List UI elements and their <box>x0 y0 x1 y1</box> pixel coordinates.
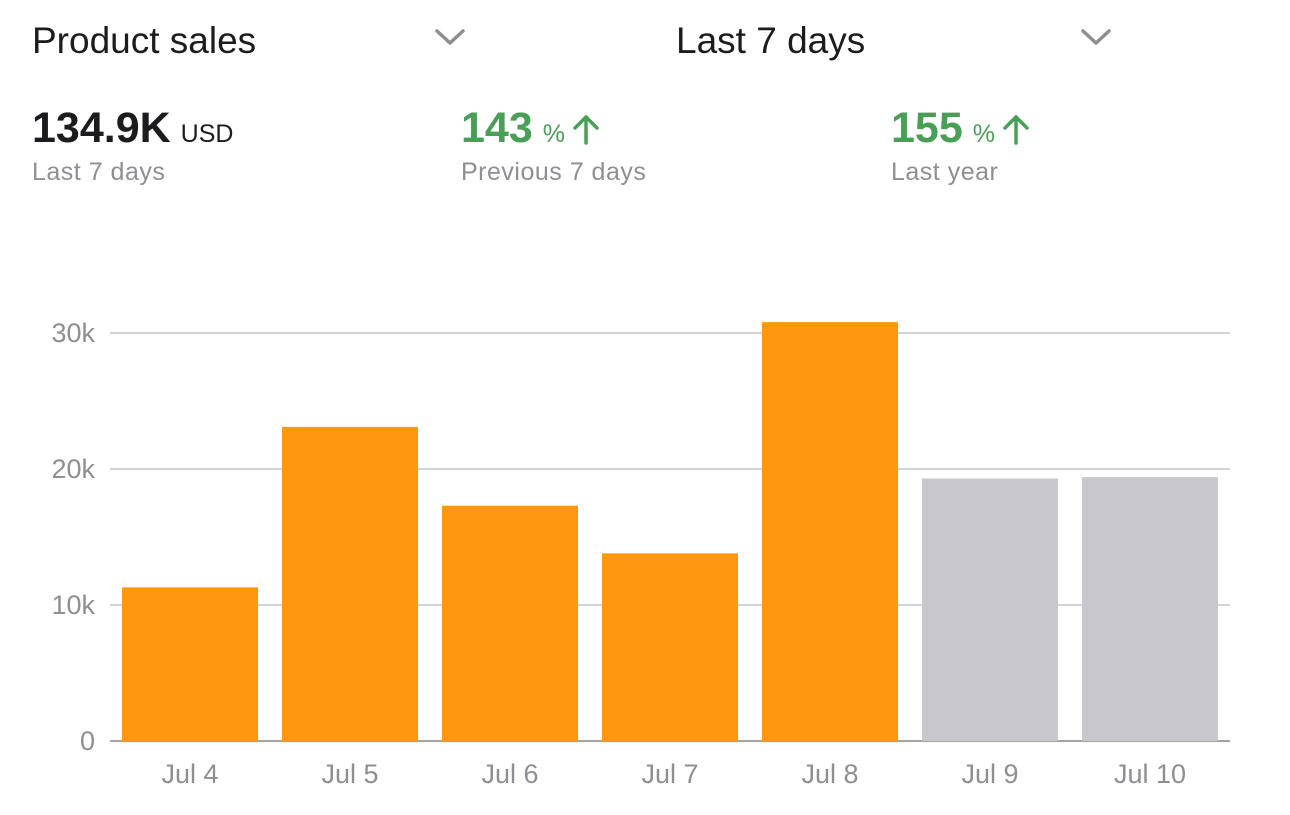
x-category-label: Jul 9 <box>961 759 1018 789</box>
bar-jul-5[interactable] <box>282 426 418 741</box>
chevron-down-icon <box>435 29 465 45</box>
last-year-value: 155 <box>891 104 963 152</box>
x-category-label: Jul 8 <box>801 759 858 789</box>
metric-dropdown-label: Product sales <box>32 20 257 61</box>
bar-jul-9[interactable] <box>922 478 1058 741</box>
total-sales-unit: USD <box>180 120 234 148</box>
y-tick-label: 0 <box>80 726 95 756</box>
x-axis-categories: Jul 4 Jul 5 Jul 6 Jul 7 Jul 8 Jul 9 Jul 10 <box>161 759 1186 789</box>
previous-period-unit: % <box>542 120 565 148</box>
total-sales-value: 134.9K <box>32 104 171 152</box>
bar-jul-10[interactable] <box>1082 477 1218 741</box>
arrow-up-icon <box>1003 114 1029 145</box>
bar-jul-8[interactable] <box>762 322 898 741</box>
last-year-caption: Last year <box>891 158 999 186</box>
y-tick-label: 10k <box>51 590 95 620</box>
x-category-label: Jul 5 <box>321 759 378 789</box>
x-category-label: Jul 6 <box>481 759 538 789</box>
chevron-down-icon <box>1081 29 1111 45</box>
x-category-label: Jul 4 <box>161 759 218 789</box>
y-axis-ticks: 0 10k 20k 30k <box>51 318 95 756</box>
last-year-unit: % <box>972 120 995 148</box>
bar-jul-7[interactable] <box>602 553 738 741</box>
bar-jul-4[interactable] <box>122 587 258 741</box>
range-dropdown[interactable]: Last 7 days <box>676 14 1116 70</box>
arrow-up-icon <box>573 114 599 145</box>
metric-dropdown[interactable]: Product sales <box>32 14 472 70</box>
bars <box>122 322 1218 741</box>
x-category-label: Jul 7 <box>641 759 698 789</box>
total-sales-caption: Last 7 days <box>32 158 166 186</box>
bar-jul-6[interactable] <box>442 505 578 741</box>
range-dropdown-label: Last 7 days <box>676 20 866 61</box>
y-tick-label: 20k <box>51 454 95 484</box>
y-tick-label: 30k <box>51 318 95 348</box>
x-category-label: Jul 10 <box>1114 759 1186 789</box>
previous-period-caption: Previous 7 days <box>461 158 647 186</box>
previous-period-value: 143 <box>461 104 533 152</box>
